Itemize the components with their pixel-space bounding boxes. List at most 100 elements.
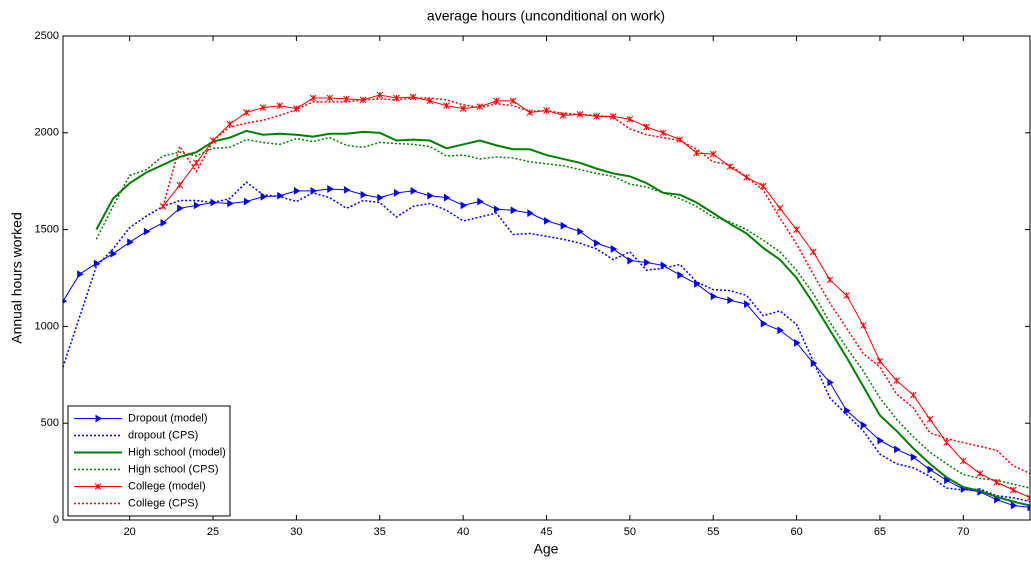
marker	[809, 248, 817, 256]
marker	[1009, 486, 1017, 494]
marker	[776, 204, 784, 212]
marker	[760, 319, 768, 328]
marker	[309, 94, 317, 102]
marker	[710, 292, 718, 301]
marker	[993, 478, 1001, 486]
legend	[67, 405, 231, 517]
marker	[1026, 494, 1030, 502]
marker	[926, 415, 934, 423]
marker	[459, 105, 467, 112]
legend-label: College (model)	[128, 480, 206, 492]
marker	[527, 209, 534, 218]
x-tick-label: 70	[957, 526, 969, 538]
x-tick-label: 60	[790, 526, 802, 538]
marker	[493, 205, 501, 214]
marker	[477, 197, 484, 206]
series	[63, 181, 1030, 503]
x-tick-label: 65	[874, 526, 886, 538]
series	[95, 136, 1030, 489]
marker	[844, 406, 851, 415]
marker	[227, 199, 234, 208]
marker	[77, 270, 84, 279]
line	[95, 129, 1030, 507]
marker	[676, 136, 684, 143]
marker	[209, 137, 217, 144]
series	[159, 91, 1030, 502]
marker	[243, 109, 250, 116]
marker	[577, 227, 584, 236]
marker	[894, 445, 901, 454]
marker	[427, 191, 434, 200]
marker	[659, 129, 667, 137]
marker	[943, 439, 950, 446]
marker	[576, 111, 584, 118]
marker	[410, 186, 418, 195]
marker	[193, 201, 201, 210]
marker	[744, 300, 751, 309]
marker	[643, 123, 650, 131]
marker	[927, 465, 934, 474]
y-tick-label: 1000	[35, 320, 59, 332]
marker	[243, 197, 251, 206]
marker	[660, 261, 668, 270]
marker	[626, 115, 634, 123]
marker	[709, 150, 717, 158]
y-tick-label: 500	[41, 417, 59, 429]
series	[63, 185, 1030, 512]
x-tick-label: 55	[707, 526, 719, 538]
marker	[777, 326, 784, 335]
marker	[644, 258, 651, 267]
line	[95, 136, 1030, 489]
marker	[476, 103, 484, 111]
legend-label: College (CPS)	[128, 497, 198, 509]
marker	[1010, 501, 1018, 510]
marker	[909, 391, 917, 399]
marker	[359, 96, 367, 104]
marker	[793, 226, 800, 233]
marker	[143, 227, 151, 236]
marker	[976, 470, 984, 477]
x-tick-label: 20	[124, 526, 136, 538]
marker	[876, 357, 884, 365]
marker	[326, 94, 334, 102]
y-tick-label: 2500	[35, 30, 59, 42]
x-tick-label: 35	[374, 526, 386, 538]
marker	[826, 276, 834, 284]
marker	[94, 483, 102, 490]
marker	[193, 159, 200, 167]
marker	[493, 97, 500, 105]
marker	[859, 322, 867, 329]
marker	[510, 206, 518, 215]
y-tick-label: 0	[53, 514, 59, 526]
marker	[443, 102, 450, 110]
marker	[377, 193, 384, 202]
marker	[327, 185, 334, 193]
series	[95, 129, 1030, 507]
line	[63, 181, 1030, 503]
marker	[443, 193, 451, 202]
marker	[409, 93, 417, 101]
marker	[393, 188, 401, 197]
x-tick-label: 40	[457, 526, 469, 538]
marker	[343, 186, 351, 194]
marker	[994, 495, 1001, 504]
legend-label: High school (CPS)	[128, 463, 218, 475]
y-axis-label: Annual hours worked	[9, 212, 25, 344]
marker	[727, 296, 734, 305]
marker	[694, 279, 701, 288]
marker	[95, 414, 102, 423]
marker	[93, 259, 101, 268]
marker	[426, 97, 434, 105]
marker	[127, 238, 134, 247]
marker	[360, 190, 368, 199]
x-tick-label: 50	[624, 526, 636, 538]
marker	[910, 453, 918, 461]
marker	[276, 102, 284, 110]
marker	[593, 112, 600, 120]
marker	[893, 377, 900, 384]
marker	[110, 249, 117, 258]
marker	[794, 338, 801, 347]
legend-label: dropout (CPS)	[128, 429, 198, 441]
marker	[259, 104, 267, 111]
